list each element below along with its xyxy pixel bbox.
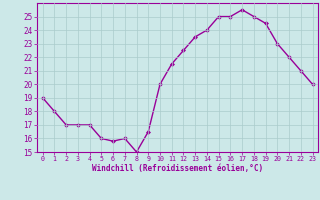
X-axis label: Windchill (Refroidissement éolien,°C): Windchill (Refroidissement éolien,°C) <box>92 164 263 173</box>
